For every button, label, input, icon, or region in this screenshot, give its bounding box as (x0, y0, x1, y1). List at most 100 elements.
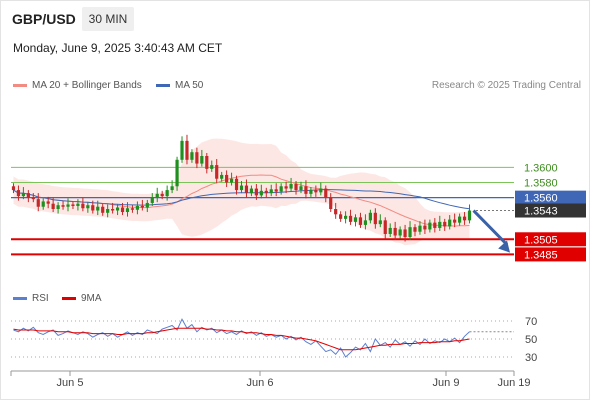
forecast-arrow-head-icon (498, 240, 510, 253)
candle-body (339, 214, 343, 219)
candle-body (319, 188, 323, 193)
candle-body (130, 208, 135, 210)
candle-body (36, 199, 40, 207)
candle-body (334, 209, 338, 215)
candle-body (180, 140, 184, 160)
candle-body (155, 193, 159, 198)
candle-body (61, 205, 65, 207)
datetime-label: Monday, June 9, 2025 3:40:43 AM CET (13, 41, 223, 55)
candle-body (195, 152, 199, 164)
candle-body (393, 227, 397, 236)
candle-body (443, 221, 447, 227)
legend-9ma: 9MA (62, 293, 102, 304)
candle-body (106, 209, 110, 213)
candle-body (348, 215, 353, 222)
candle-body (200, 156, 204, 164)
candle-body (76, 203, 80, 206)
level-label: 1.3505 (524, 234, 558, 246)
candle-body (234, 178, 239, 191)
candle-body (170, 186, 174, 191)
candle-body (249, 188, 254, 194)
candle-body (279, 186, 283, 192)
legend-ma20-label: MA 20 + Bollinger Bands (32, 80, 142, 91)
x-tick-label: Jun 6 (247, 377, 274, 389)
candle-body (41, 201, 45, 207)
candle-body (175, 159, 179, 187)
candle-body (16, 190, 21, 197)
candle-body (408, 227, 412, 238)
candle-body (314, 190, 318, 193)
credit-label: Research © 2025 Trading Central (431, 80, 581, 91)
candle-body (423, 225, 427, 230)
candle-body (462, 216, 467, 221)
candle-body (225, 174, 229, 183)
candle-body (96, 206, 100, 211)
timeframe-badge[interactable]: 30 MIN (82, 7, 134, 31)
level-label: 1.3560 (524, 193, 558, 205)
rsi-tick-label: 50 (525, 334, 537, 346)
level-label-box (515, 190, 586, 205)
legend-ma50-label: MA 50 (175, 80, 204, 91)
candle-body (135, 205, 140, 210)
candle-body (269, 189, 273, 194)
candle-body (66, 204, 70, 207)
legend-9ma-label: 9MA (81, 293, 102, 304)
legend-ma20: MA 20 + Bollinger Bands (13, 80, 142, 91)
candle-body (71, 204, 75, 206)
candle-body (398, 229, 402, 236)
candle-body (413, 227, 417, 232)
legend-ma50: MA 50 (156, 80, 203, 91)
candle-body (353, 217, 358, 222)
candle-body (373, 212, 377, 225)
candle-body (448, 219, 452, 227)
candle-body (165, 190, 169, 197)
candle-body (299, 186, 303, 191)
candle-body (309, 190, 313, 194)
level-label: 1.3600 (524, 162, 558, 174)
candle-body (418, 225, 422, 232)
candle-body (403, 229, 407, 238)
candle-body (458, 216, 462, 223)
candle-body (329, 197, 333, 209)
candle-body (101, 206, 105, 213)
candle-body (368, 212, 372, 221)
candle-body (264, 190, 268, 194)
candle-body (160, 193, 164, 197)
candle-body (378, 220, 382, 225)
candle-body (229, 178, 234, 183)
candle-body (210, 165, 214, 169)
level-label-box (515, 247, 586, 262)
candle-body (294, 184, 298, 191)
candle-body (86, 205, 90, 209)
candle-body (324, 188, 328, 198)
x-tick-label: Jun 19 (497, 377, 530, 389)
candle-body (21, 193, 25, 197)
candle-body (363, 220, 368, 225)
candle-body (438, 221, 442, 228)
candle-body (140, 205, 144, 208)
legend-rsi-label: RSI (32, 293, 49, 304)
level-label: 1.3543 (524, 206, 558, 218)
candle-body (358, 217, 363, 225)
candle-body (343, 215, 348, 219)
candle-body (284, 186, 288, 189)
candle-body (11, 186, 16, 191)
candle-body (205, 156, 209, 169)
rsi-9ma-line (13, 327, 470, 351)
candle-body (433, 222, 437, 228)
rsi-tick-label: 30 (525, 352, 537, 364)
candle-body (81, 203, 85, 209)
candle-body (453, 219, 457, 223)
level-label-box (515, 232, 586, 247)
candle-body (239, 185, 244, 191)
candle-body (51, 203, 55, 209)
x-tick-label: Jun 9 (433, 377, 460, 389)
candle-body (304, 186, 308, 194)
candle-body (111, 209, 115, 211)
candle-body (120, 207, 125, 213)
candle-body (190, 152, 194, 160)
rsi-tick-label: 70 (525, 316, 537, 328)
ma20-swatch-icon (13, 83, 27, 87)
candle-body (145, 202, 149, 208)
